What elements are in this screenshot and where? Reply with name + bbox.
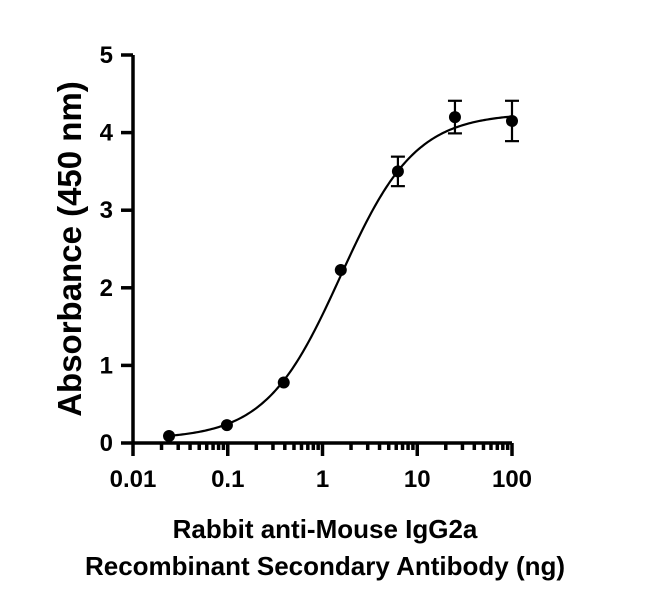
- data-point: [163, 430, 176, 443]
- x-tick-label: 1: [316, 466, 329, 493]
- y-tick-label: 3: [100, 197, 113, 224]
- data-points: [163, 99, 519, 443]
- x-axis-title-line2: Recombinant Secondary Antibody (ng): [85, 551, 565, 581]
- x-axis-title-line1: Rabbit anti-Mouse IgG2a: [173, 514, 478, 544]
- x-tick-label: 0.1: [211, 466, 244, 493]
- x-ticks: 0.01 0.1 1 10 100: [110, 443, 532, 493]
- y-axis-title: Absorbance (450 nm): [51, 81, 88, 417]
- y-tick-label: 0: [100, 430, 113, 457]
- x-tick-label: 100: [492, 466, 532, 493]
- x-tick-label: 0.01: [110, 466, 157, 493]
- y-tick-label: 5: [100, 42, 113, 69]
- y-tick-label: 2: [100, 275, 113, 302]
- data-point: [334, 263, 347, 276]
- y-ticks: 0 1 2 3 4 5: [100, 42, 133, 457]
- y-tick-label: 4: [100, 120, 114, 147]
- data-point: [448, 111, 461, 124]
- x-tick-label: 10: [404, 466, 431, 493]
- data-point: [220, 419, 233, 432]
- y-tick-label: 1: [100, 352, 113, 379]
- fit-curve: [168, 115, 513, 437]
- data-point: [277, 376, 290, 389]
- data-point: [506, 114, 518, 127]
- data-point: [391, 165, 404, 178]
